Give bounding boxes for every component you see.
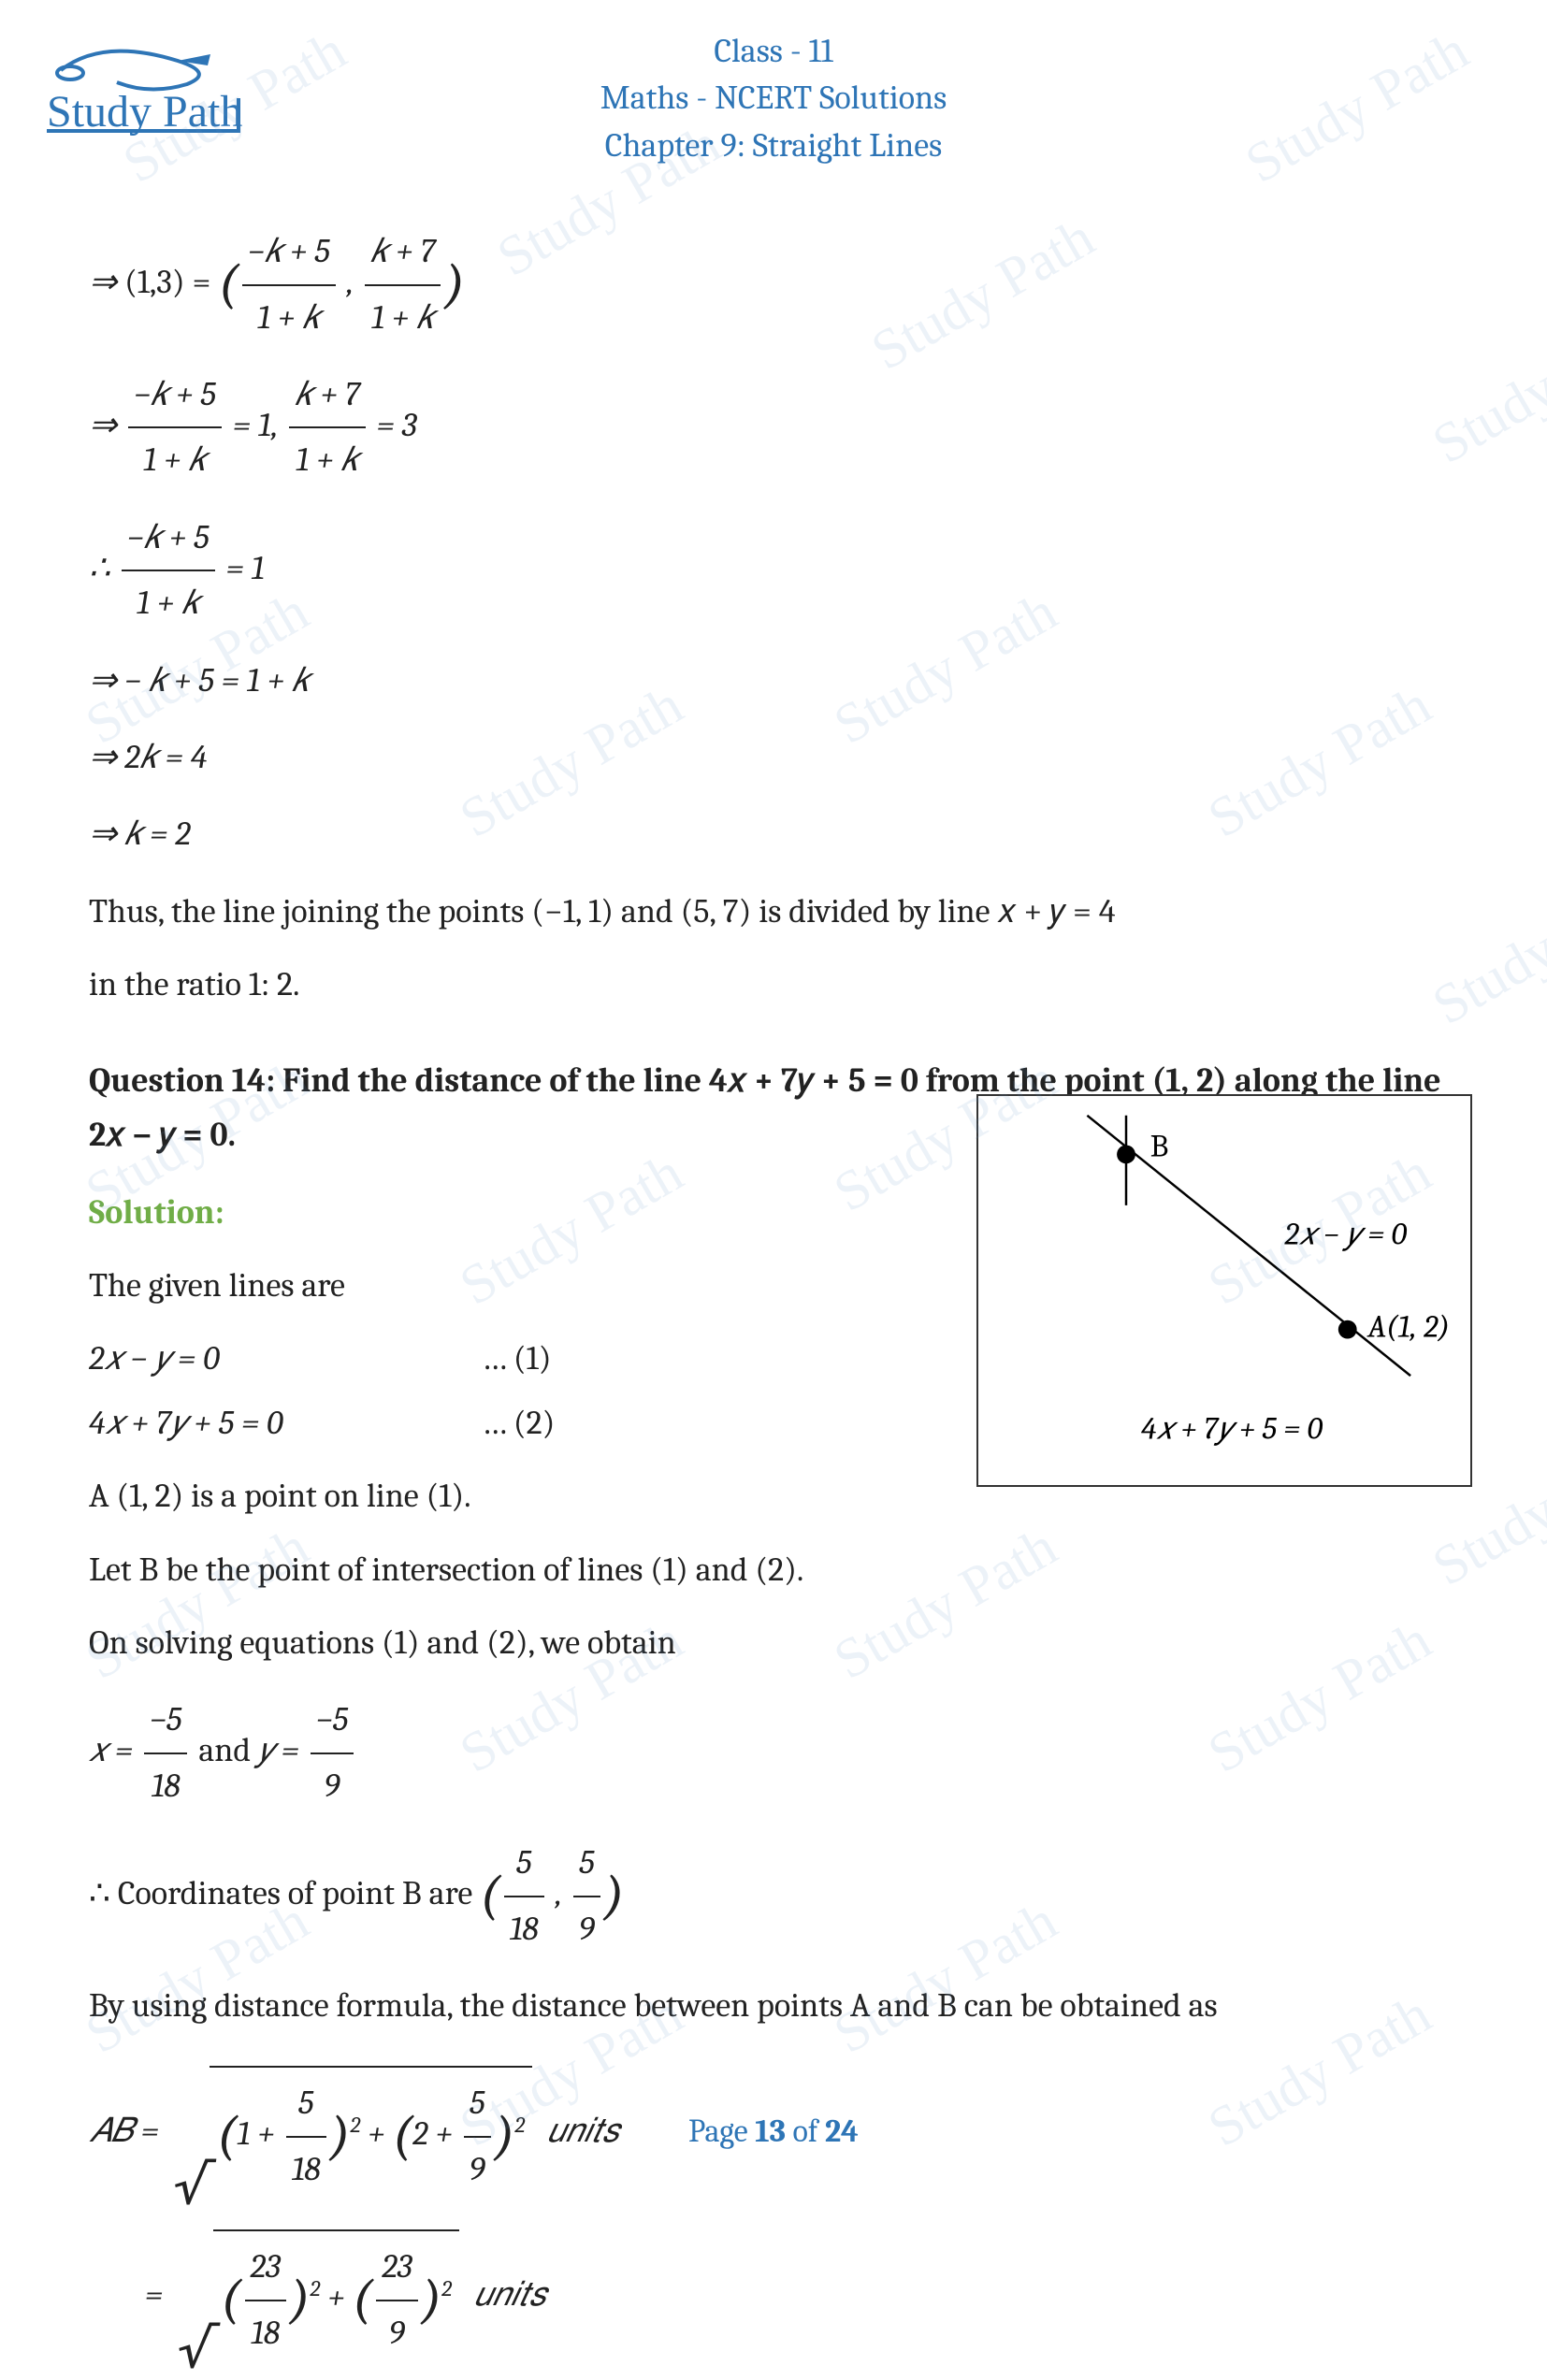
diagram-label-line2: 4𝑥 + 7𝑦 + 5 = 0 [1141,1411,1323,1447]
diagram-point-b [1117,1145,1135,1163]
logo-svg: Study Path [47,28,271,140]
math-step-1: ⇒ (1,3) = (−𝑘 + 51 + 𝑘 , 𝑘 + 71 + 𝑘) [89,220,1472,350]
math-step-6: ⇒ 𝑘 = 2 [89,802,1472,866]
diagram-label-a: A(1, 2) [1366,1310,1451,1346]
solving-text: On solving equations (1) and (2), we obt… [89,1611,1472,1675]
study-path-logo: Study Path [47,28,271,144]
diagram-label-b: B [1150,1129,1169,1164]
math-step-5: ⇒ 2𝑘 = 4 [89,726,1472,789]
eq2-tag: … (2) [482,1392,555,1455]
footer-current: 13 [755,2113,786,2150]
eq2-lhs: 4𝑥 + 7𝑦 + 5 = 0 [89,1392,482,1455]
conclusion-line-2: in the ratio 1: 2. [89,953,1472,1017]
page-footer: Page 13 of 24 [0,2113,1547,2150]
diagram-svg: B A(1, 2) 2𝑥 − 𝑦 = 0 4𝑥 + 7𝑦 + 5 = 0 [978,1096,1470,1485]
footer-total: 24 [825,2113,859,2150]
ab-formula-2: = √(2318)2 + (239)2 𝑢𝑛𝑖𝑡𝑠 [145,2229,1472,2365]
diagram-label-line1: 2𝑥 − 𝑦 = 0 [1283,1217,1407,1252]
math-step-4: ⇒ − 𝑘 + 5 = 1 + 𝑘 [89,649,1472,713]
xy-values: 𝑥 = −518 and 𝑦 = −59 [89,1688,1472,1818]
coords-b: ∴ Coordinates of point B are (518 , 59) [89,1831,1472,1961]
conclusion-line-1: Thus, the line joining the points (−1, 1… [89,880,1472,944]
diagram-point-a [1338,1320,1357,1339]
math-step-2: ⇒ −𝑘 + 51 + 𝑘 = 1, 𝑘 + 71 + 𝑘 = 3 [89,363,1472,493]
footer-prefix: Page [688,2113,755,2150]
eq1-tag: … (1) [482,1327,551,1391]
eq1-lhs: 2𝑥 − 𝑦 = 0 [89,1327,482,1391]
distance-intro: By using distance formula, the distance … [89,1974,1472,2038]
math-step-3: ∴ −𝑘 + 51 + 𝑘 = 1 [89,506,1472,636]
geometry-diagram: B A(1, 2) 2𝑥 − 𝑦 = 0 4𝑥 + 7𝑦 + 5 = 0 [976,1094,1472,1487]
footer-of: of [786,2113,825,2150]
let-b-text: Let B be the point of intersection of li… [89,1538,1472,1602]
